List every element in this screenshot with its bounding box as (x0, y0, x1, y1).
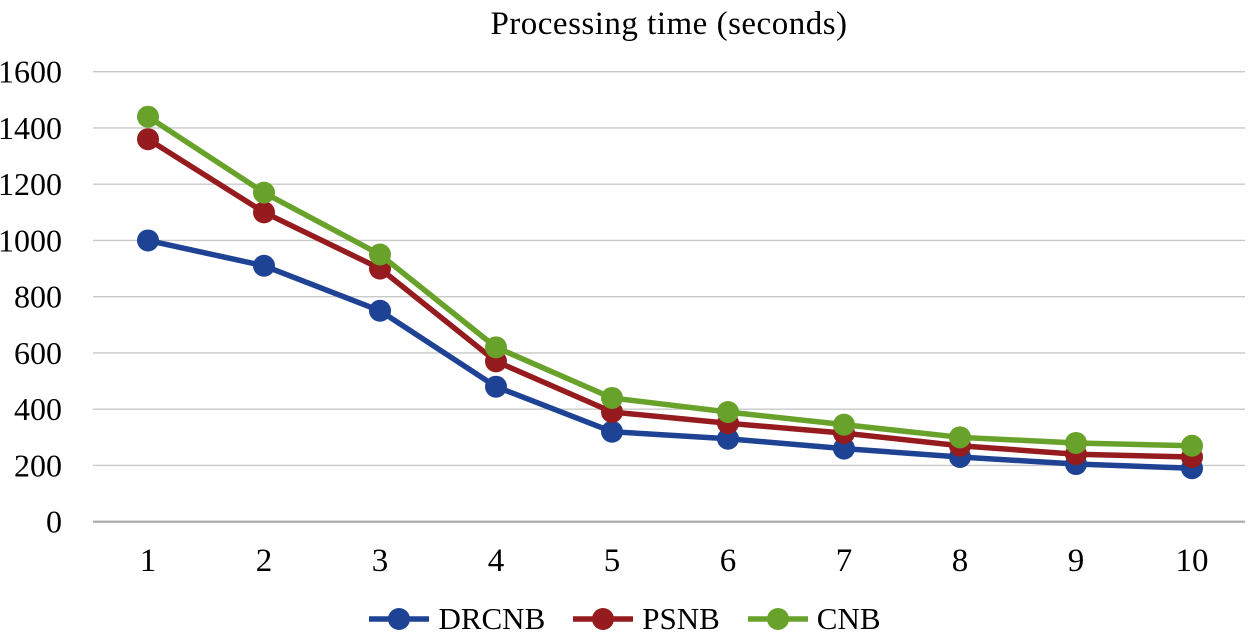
data-point-marker-CNB (369, 243, 391, 266)
x-tick-label: 10 (1176, 543, 1209, 579)
data-point-marker-CNB (485, 336, 507, 359)
x-tick-label: 9 (1068, 543, 1085, 579)
series-line-CNB (145, 113, 1195, 449)
y-tick-label: 400 (14, 391, 62, 427)
x-tick-label: 4 (488, 543, 505, 579)
data-point-marker-PSNB (137, 128, 159, 151)
line-plot-area: 0 200 400 600 800 1000 1200 1400 1600 1 2 3 4 5 6 7 8 9 10 (0, 54, 1245, 579)
legend-label: DRCNB (438, 601, 546, 636)
data-point-marker-PSNB (253, 201, 275, 224)
legend-item-PSNB: PSNB (573, 601, 720, 637)
data-point-marker-CNB (1181, 434, 1203, 457)
x-tick-label: 3 (372, 543, 389, 579)
data-point-marker-CNB (1065, 431, 1087, 454)
y-tick-label: 200 (14, 447, 62, 483)
x-tick-label: 7 (836, 543, 853, 579)
legend-label: PSNB (642, 601, 720, 636)
legend-swatch-icon (747, 608, 808, 630)
x-tick-label: 2 (256, 543, 273, 579)
data-point-marker-DRCNB (717, 427, 739, 450)
y-tick-label: 600 (14, 335, 62, 371)
y-tick-label: 1400 (0, 110, 62, 146)
legend-swatch-icon (369, 608, 430, 630)
data-point-marker-DRCNB (369, 299, 391, 322)
x-tick-label: 5 (604, 543, 621, 579)
x-tick-label: 1 (140, 543, 157, 579)
chart-legend: DRCNB PSNB CNB (0, 601, 1250, 637)
x-tick-label: 8 (952, 543, 969, 579)
data-point-marker-CNB (949, 426, 971, 449)
data-point-marker-CNB (833, 413, 855, 436)
data-point-marker-DRCNB (253, 254, 275, 277)
data-point-marker-DRCNB (485, 375, 507, 398)
series-line-DRCNB (145, 237, 1195, 472)
legend-marker (766, 608, 789, 630)
y-tick-label: 1000 (0, 222, 62, 258)
data-point-marker-CNB (717, 401, 739, 424)
y-tick-label: 800 (14, 279, 62, 315)
x-tick-label: 6 (720, 543, 737, 579)
legend-marker (388, 608, 411, 630)
data-point-marker-CNB (253, 181, 275, 204)
y-tick-label: 1200 (0, 166, 62, 202)
data-point-marker-CNB (601, 386, 623, 409)
y-tick-label: 1600 (0, 54, 62, 90)
legend-item-DRCNB: DRCNB (369, 601, 545, 637)
chart-title: Processing time (seconds) (490, 6, 848, 42)
data-point-marker-CNB (137, 105, 159, 128)
y-tick-label: 0 (46, 504, 62, 540)
legend-label: CNB (816, 601, 881, 636)
series-line-PSNB (145, 136, 1195, 460)
data-point-marker-DRCNB (137, 229, 159, 252)
legend-swatch-icon (573, 608, 634, 630)
legend-marker (592, 608, 615, 630)
data-point-marker-DRCNB (833, 437, 855, 460)
data-point-marker-DRCNB (601, 420, 623, 443)
legend-item-CNB: CNB (747, 601, 881, 637)
